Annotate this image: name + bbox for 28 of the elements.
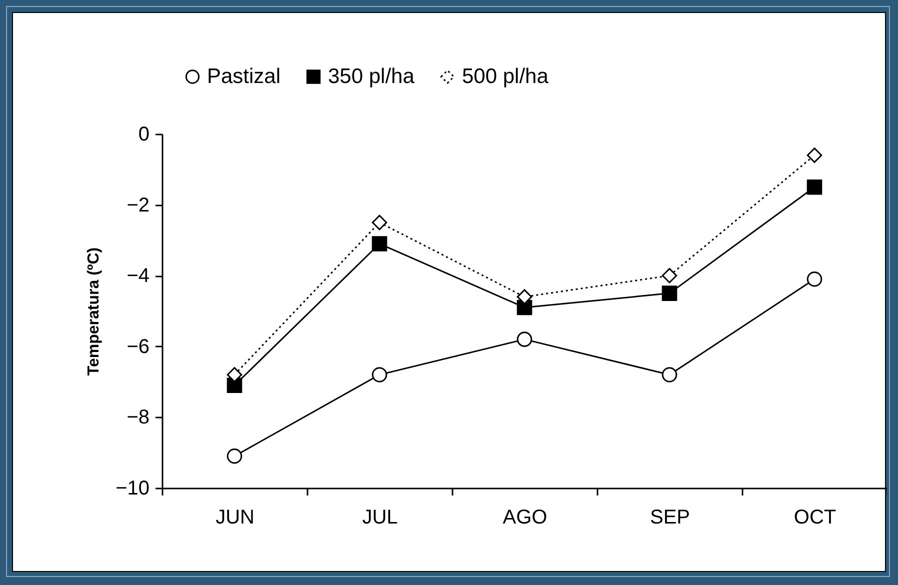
legend-label: 500 pl/ha: [462, 64, 549, 88]
y-axis-title: Temperatura (ºC): [86, 247, 103, 376]
y-tick-label: −2: [126, 194, 150, 216]
x-tick-label: OCT: [794, 506, 836, 528]
point: [662, 268, 678, 284]
point: [226, 367, 242, 382]
x-tick-label: AGO: [502, 506, 548, 528]
point: [806, 179, 822, 195]
point: [662, 367, 678, 382]
point: [226, 448, 242, 464]
point: [516, 289, 532, 304]
legend-label: 350 pl/ha: [328, 64, 415, 88]
x-tick-label: JUL: [362, 506, 398, 528]
point: [372, 236, 388, 252]
point: [372, 367, 388, 382]
legend-label: Pastizal: [207, 64, 281, 88]
point: [662, 286, 678, 301]
y-tick-label: −8: [126, 406, 150, 429]
y-tick-label: −6: [126, 336, 150, 358]
point: [516, 332, 532, 347]
point: [806, 148, 822, 163]
y-tick-label: −10: [116, 478, 150, 500]
point: [806, 272, 822, 287]
x-tick-label: SEP: [650, 506, 690, 528]
x-tick-label: JUN: [216, 506, 254, 528]
y-tick-label: 0: [138, 124, 150, 146]
point: [372, 214, 388, 230]
y-tick-label: −4: [126, 265, 150, 288]
